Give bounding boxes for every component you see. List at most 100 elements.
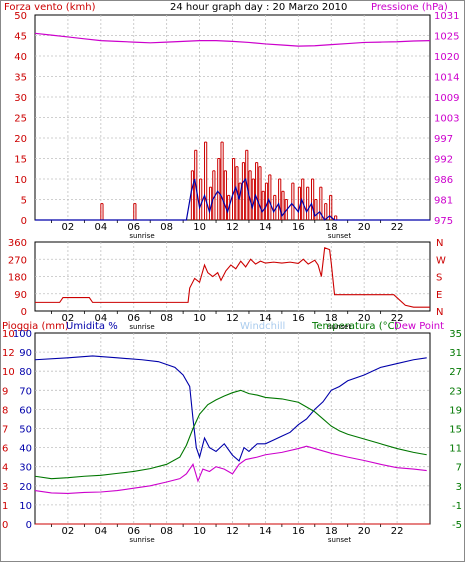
direction-y-tick-label: 270	[8, 255, 27, 266]
x-tick-label: 06	[127, 222, 140, 233]
pressure-y-tick-label: 1014	[434, 73, 459, 84]
pressure-y-tick-label: 992	[434, 155, 453, 166]
compass-tick-label: S	[436, 273, 442, 284]
wind-y-tick-label: 40	[14, 52, 27, 63]
humidity-y-tick-label: 10	[19, 501, 32, 512]
temperature-y-tick-label: 15	[449, 425, 462, 436]
compass-tick-label: W	[436, 255, 446, 266]
temperature-y-tick-label: 19	[449, 405, 462, 416]
x-tick-label: 10	[193, 313, 206, 324]
humidity-series-line	[34, 355, 427, 462]
x-tick-label: 20	[358, 222, 371, 233]
x-tick-label: 14	[259, 526, 272, 537]
rain-y-tick-label: 12	[2, 348, 15, 359]
pressure-y-tick-label: 986	[434, 175, 453, 186]
x-tick-label: 16	[292, 222, 305, 233]
pressure-y-tick-label: 1003	[434, 114, 459, 125]
humidity-axis-title: Umidita %	[66, 321, 118, 332]
temperature-y-tick-label: 35	[449, 329, 462, 340]
x-tick-label: 12	[226, 526, 239, 537]
pressure-y-tick-label: 1031	[434, 11, 459, 22]
pressure-y-tick-label: 1020	[434, 52, 459, 63]
temperature-axis-title: Temperatura (°C)	[311, 321, 399, 332]
temperature-series-line	[34, 389, 427, 480]
wind-axis-title: Forza vento (kmh)	[4, 2, 96, 13]
wind-direction-panel: 02 04 06 08 10 12 14 16 18 20 22 sunrise sunset 0 90 18…	[8, 238, 446, 331]
temperature-y-tick-label: -5	[452, 520, 462, 531]
x-tick-label: 22	[391, 222, 404, 233]
humidity-temperature-panel: 02 04 0 6 0 8 10 12 14 16 18 20 22 sunrise sunset 0 1 3 4 6…	[2, 329, 462, 544]
sunrise-marker: sunrise	[129, 323, 154, 331]
sunset-marker: sunset	[328, 232, 351, 240]
rain-y-tick-label: 0	[2, 520, 8, 531]
humidity-y-tick-label: 100	[13, 329, 32, 340]
wind-y-tick-label: 50	[14, 11, 27, 22]
x-tick-label: 14	[259, 313, 272, 324]
direction-y-tick-label: 90	[14, 290, 27, 301]
x-tick-label: 04	[94, 526, 107, 537]
x-tick-label: 16	[292, 313, 305, 324]
wind-y-tick-label: 0	[21, 216, 27, 227]
humidity-y-tick-label: 60	[19, 405, 32, 416]
direction-y-tick-label: 180	[8, 273, 27, 284]
dewpoint-series-line	[34, 445, 427, 494]
direction-y-tick-label: 360	[8, 238, 27, 249]
direction-series-line	[35, 246, 430, 308]
x-tick-label: 02	[62, 526, 75, 537]
humidity-y-tick-label: 50	[19, 425, 32, 436]
x-tick-label: 16	[292, 526, 305, 537]
humidity-y-tick-label: 0	[26, 520, 32, 531]
temperature-y-tick-label: 23	[449, 386, 462, 397]
rain-y-tick-label: 9	[2, 386, 8, 397]
wind-y-tick-label: 20	[14, 134, 27, 145]
x-tick-label: 02	[62, 222, 75, 233]
rain-y-tick-label: 8	[2, 405, 8, 416]
pressure-y-tick-label: 1025	[434, 32, 459, 43]
rain-y-tick-label: 6	[2, 444, 8, 455]
x-tick-label: 12	[226, 313, 239, 324]
x-tick-label: 18	[325, 526, 338, 537]
x-tick-label: 10	[193, 222, 206, 233]
temperature-y-tick-label: 3	[456, 482, 462, 493]
pressure-axis-title: Pressione (hPa)	[371, 2, 448, 13]
temperature-y-tick-label: 31	[449, 348, 462, 359]
wind-y-tick-label: 10	[14, 175, 27, 186]
direction-y-tick-label: 0	[21, 307, 27, 318]
pressure-y-tick-label: 997	[434, 134, 453, 145]
wind-y-tick-label: 45	[14, 32, 27, 43]
x-tick-label: 12	[226, 222, 239, 233]
humidity-y-tick-label: 70	[19, 386, 32, 397]
pressure-series-line	[34, 32, 431, 47]
sunset-marker: sunset	[328, 323, 351, 331]
compass-tick-label: N	[436, 307, 443, 318]
wind-y-tick-label: 35	[14, 73, 27, 84]
rain-y-tick-label: 1	[2, 501, 8, 512]
x-tick-label: 18	[325, 313, 338, 324]
x-tick-label: 22	[391, 526, 404, 537]
humidity-y-tick-label: 30	[19, 463, 32, 474]
rain-y-tick-label: 4	[2, 463, 8, 474]
rain-y-tick-label: 10	[2, 329, 15, 340]
wind-y-tick-label: 30	[14, 93, 27, 104]
compass-tick-label: E	[436, 290, 442, 301]
pressure-y-tick-label: 975	[434, 216, 453, 227]
sunrise-marker: sunrise	[129, 536, 154, 544]
rain-y-tick-label: 10	[2, 367, 15, 378]
sunrise-marker: sunrise	[129, 232, 154, 240]
graph-title: 24 hour graph day : 20 Marzo 2010	[170, 2, 347, 13]
wind-y-tick-label: 25	[14, 114, 27, 125]
x-tick-label: 18	[325, 222, 338, 233]
dewpoint-label: Dew Point	[394, 321, 444, 332]
pressure-y-tick-label: 1009	[434, 93, 459, 104]
temperature-y-tick-label: 7	[456, 463, 462, 474]
temperature-y-tick-label: 27	[449, 367, 462, 378]
x-tick-label: 20	[358, 526, 371, 537]
temperature-y-tick-label: 11	[449, 444, 462, 455]
x-tick-label: 08	[160, 313, 173, 324]
sunset-marker: sunset	[328, 536, 351, 544]
x-tick-label: 04	[94, 222, 107, 233]
pressure-y-tick-label: 981	[434, 196, 453, 207]
